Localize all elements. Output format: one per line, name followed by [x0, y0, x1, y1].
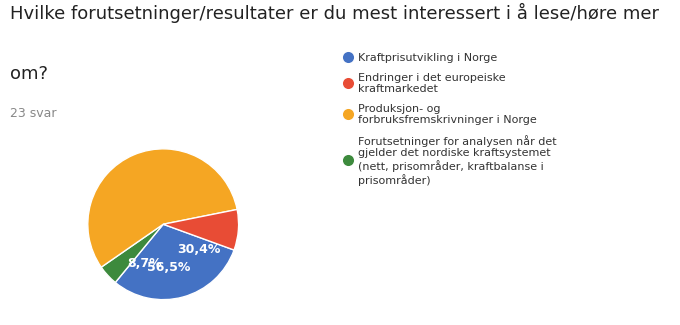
Wedge shape [101, 224, 163, 282]
Text: Hvilke forutsetninger/resultater er du mest interessert i å lese/høre mer: Hvilke forutsetninger/resultater er du m… [10, 3, 659, 23]
Text: 23 svar: 23 svar [10, 107, 56, 120]
Text: 30,4%: 30,4% [177, 243, 220, 256]
Wedge shape [88, 149, 237, 267]
Text: 8,7%: 8,7% [127, 257, 162, 270]
Text: om?: om? [10, 65, 48, 83]
Wedge shape [116, 224, 234, 300]
Wedge shape [163, 209, 239, 250]
Text: 56,5%: 56,5% [147, 261, 190, 274]
Legend: Kraftprisutvikling i Norge, Endringer i det europeiske
kraftmarkedet, Produksjon: Kraftprisutvikling i Norge, Endringer i … [345, 52, 556, 186]
